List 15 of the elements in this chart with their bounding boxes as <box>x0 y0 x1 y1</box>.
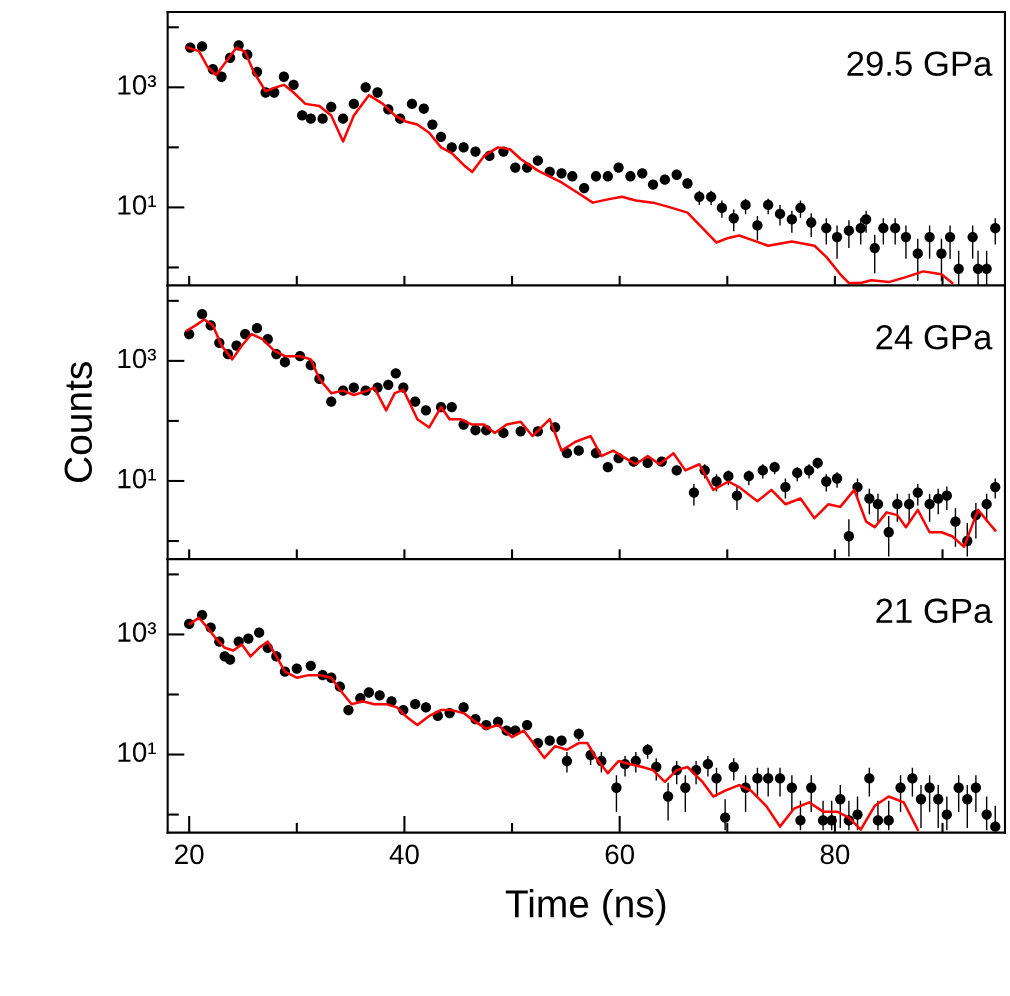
y-axis-title: Counts <box>64 362 93 482</box>
annotation: 24 GPa <box>876 324 993 350</box>
x-tick-label: 20 <box>175 844 204 865</box>
x-tick-label: 60 <box>605 844 635 865</box>
x-tick-label: 80 <box>820 844 850 865</box>
y-tick-label: 10¹ <box>118 195 156 215</box>
y-tick-label: 10³ <box>118 622 157 642</box>
annotation: 21 GPa <box>876 598 993 624</box>
x-tick-label: 40 <box>389 844 419 865</box>
y-tick-label: 10³ <box>118 348 157 369</box>
y-tick-label: 10¹ <box>118 742 156 762</box>
y-tick-label: 10³ <box>118 75 157 95</box>
annotation: 29.5 GPa <box>847 51 993 76</box>
x-axis-title: Time (ns) <box>505 889 666 926</box>
y-tick-label: 10¹ <box>118 468 156 489</box>
